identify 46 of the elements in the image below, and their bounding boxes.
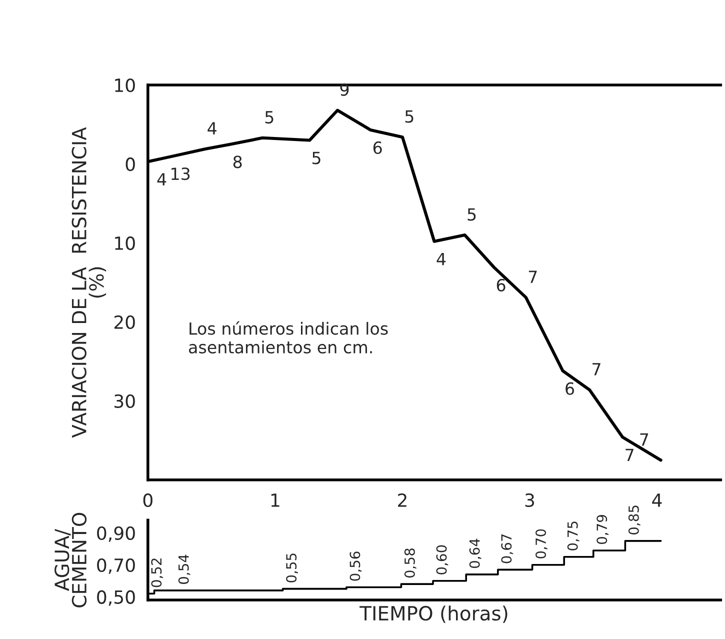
annotation: 4 [208, 122, 216, 134]
data-label: 0,55 [286, 554, 298, 582]
annotation: 8 [233, 156, 242, 168]
y-axis-title: AGUA/ CEMENTO [54, 512, 87, 608]
y-tick-label: 0,50 [97, 590, 135, 606]
data-label: 0,67 [501, 534, 514, 564]
data-label: 0,52 [151, 558, 164, 588]
annotation: 13 [172, 167, 190, 180]
y-tick-label: 30 [114, 394, 135, 408]
x-tick-label: 2 [398, 493, 406, 507]
y-tick-label: 10 [115, 78, 135, 92]
annotation: 6 [566, 382, 574, 395]
annotation: 9 [340, 83, 349, 96]
data-label: 0,75 [567, 522, 580, 550]
annotation: 7 [640, 433, 648, 446]
data-label: 0,54 [178, 554, 190, 584]
data-label: 0,56 [350, 552, 362, 581]
x-axis-title: TIEMPO (horas) [360, 606, 508, 623]
annotation: 7 [528, 270, 537, 283]
y-tick-label: 0,90 [97, 526, 135, 542]
data-label: 0,70 [536, 529, 548, 558]
annotation: 5 [265, 111, 274, 124]
y-tick-label: 10 [115, 236, 135, 250]
annotation: 5 [312, 152, 320, 164]
data-label: 0,64 [469, 538, 482, 568]
x-tick-label: 0 [143, 493, 152, 508]
annotation: 6 [373, 141, 382, 154]
annotation: 5 [468, 208, 476, 221]
data-label: 0,85 [628, 506, 640, 534]
annotation: 4 [436, 252, 446, 266]
annotation: Los números indican los asentamientos en cm. [188, 321, 388, 354]
data-label: 0,79 [596, 514, 609, 544]
annotation: 7 [592, 363, 600, 376]
data-label: 0,60 [436, 545, 448, 574]
data-label: 0,58 [404, 548, 416, 578]
x-tick-label: 1 [271, 494, 280, 507]
annotation: 7 [626, 448, 634, 462]
annotation: 4 [157, 173, 166, 186]
x-tick-label: 3 [525, 493, 534, 508]
annotation: 6 [496, 278, 506, 292]
y-tick-label: 20 [114, 315, 135, 330]
annotation: 5 [405, 110, 414, 123]
y-tick-label: 0,70 [97, 558, 135, 574]
y-axis-title: VARIACION DE LA RESISTENCIA (%) [72, 127, 106, 438]
y-tick-label: 0 [126, 157, 135, 172]
x-tick-label: 4 [652, 494, 662, 507]
